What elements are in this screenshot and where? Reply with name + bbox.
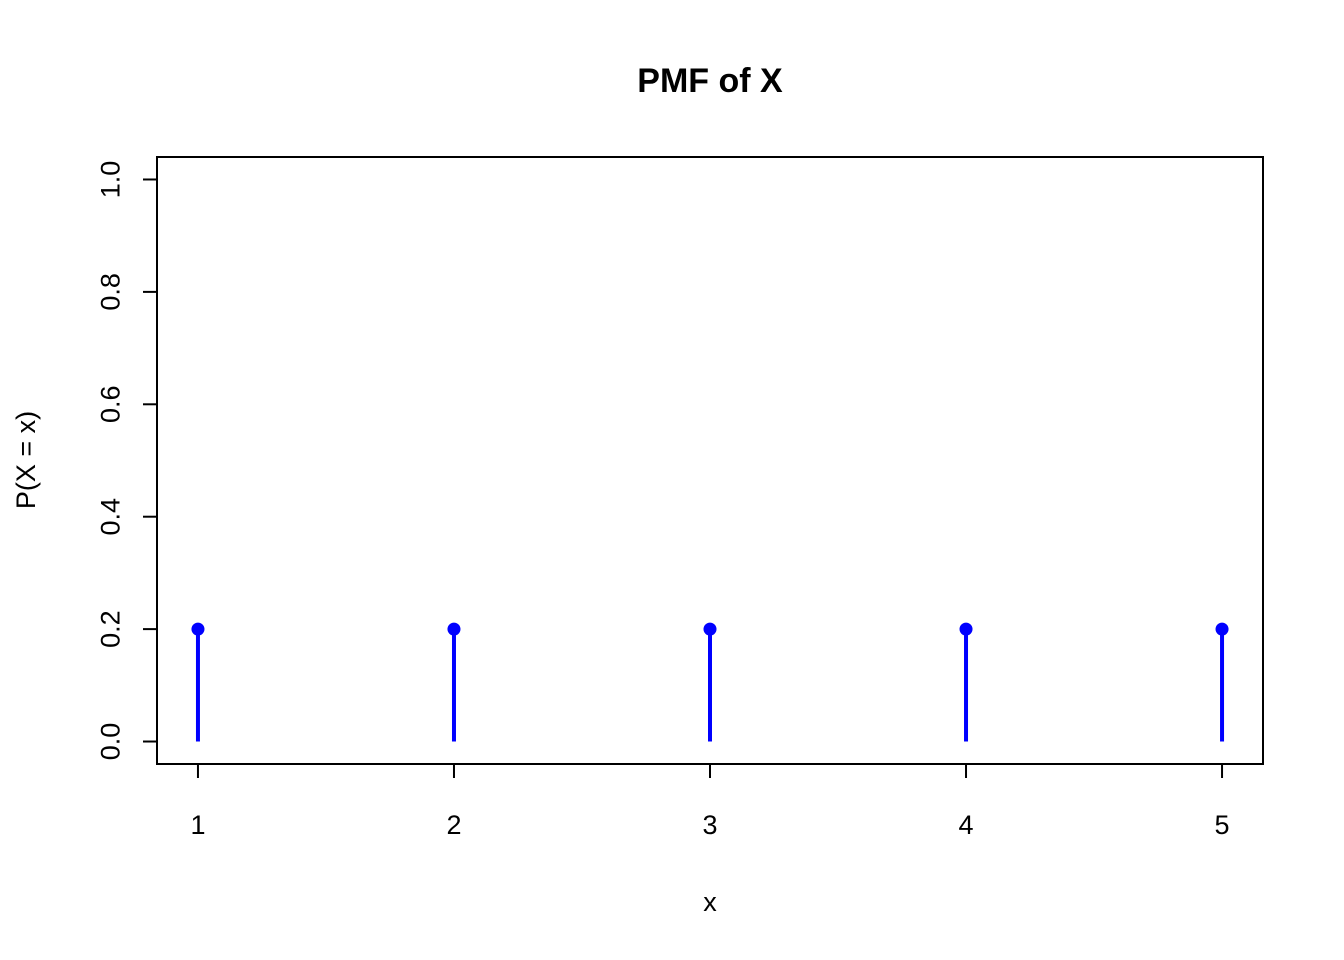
y-tick-label: 1.0 <box>95 161 125 199</box>
x-axis: 1 2 3 4 5 <box>190 763 1230 840</box>
y-axis-label: P(X = x) <box>11 411 41 509</box>
x-tick-label: 1 <box>190 810 205 840</box>
y-tick-label: 0.8 <box>95 273 125 311</box>
pmf-point <box>447 622 461 636</box>
y-tick-label: 0.0 <box>95 723 125 761</box>
y-tick-label: 0.2 <box>95 610 125 648</box>
x-tick-label: 5 <box>1215 810 1230 840</box>
y-tick-label: 0.4 <box>95 498 125 536</box>
x-axis-label: x <box>703 887 717 917</box>
y-tick-label: 0.6 <box>95 386 125 424</box>
pmf-point <box>703 622 717 636</box>
stems <box>191 622 1229 742</box>
x-tick-label: 2 <box>446 810 461 840</box>
pmf-point <box>1215 622 1229 636</box>
x-tick-label: 3 <box>702 810 717 840</box>
pmf-point <box>191 622 205 636</box>
chart-title: PMF of X <box>637 62 783 100</box>
x-tick-label: 4 <box>959 810 974 840</box>
pmf-point <box>959 622 973 636</box>
y-axis: 0.0 0.2 0.4 0.6 0.8 1.0 <box>95 161 158 761</box>
